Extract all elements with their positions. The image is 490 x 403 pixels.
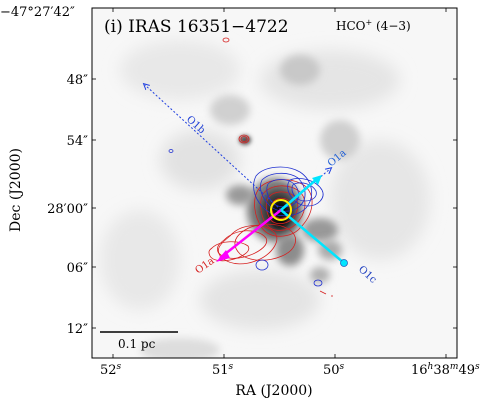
ra-seconds: 49: [458, 363, 475, 378]
x-tick-52: 52s: [100, 362, 122, 378]
cyan-end-marker: [340, 259, 348, 267]
x-tick-50-unit: s: [340, 362, 345, 372]
x-tick-164849: 16h38m49s: [411, 362, 480, 378]
cyan-upper-arrow: [280, 177, 319, 211]
y-tick-48: 48″: [67, 73, 89, 88]
tracer-transition: (4−3): [372, 19, 411, 33]
tracer-sup: +: [365, 18, 372, 27]
x-tick-51: 51s: [212, 362, 234, 378]
source-marker: [270, 199, 292, 221]
ra-m: m: [450, 362, 459, 372]
cyan-arrowhead: [312, 175, 322, 185]
outflow-o1a-red-arrow: [219, 209, 282, 259]
x-tick-51-unit: s: [229, 362, 234, 372]
x-tick-51-val: 51: [212, 363, 229, 378]
tracer-name: HCO: [336, 19, 366, 33]
y-tick-2800: 28′00″: [47, 202, 88, 217]
greyscale-emission: [92, 8, 457, 358]
x-axis-label: RA (J2000): [235, 383, 312, 399]
scale-bar-label: 0.1 pc: [118, 337, 156, 351]
y-tick-06: 06″: [67, 261, 89, 276]
ra-h: h: [428, 362, 434, 372]
ra-s: s: [475, 362, 480, 372]
outflow-arrows: [145, 85, 348, 267]
blue-contours: [168, 149, 324, 287]
outflow-o1c-arrow: [280, 209, 345, 264]
y-tick-12: 12″: [67, 322, 89, 337]
x-tick-50: 50s: [323, 362, 345, 378]
y-tick-54: 54″: [67, 134, 89, 149]
magenta-arrowhead: [216, 250, 230, 262]
y-axis-label: Dec (J2000): [8, 148, 24, 232]
outflow-o1a-blue-arrow: [280, 169, 330, 211]
dec-top-label: −47°27′42″: [0, 5, 75, 20]
tick-marks: [92, 8, 457, 358]
x-tick-52-val: 52: [100, 363, 117, 378]
panel-title: (i) IRAS 16351−4722: [104, 17, 289, 37]
x-tick-50-val: 50: [323, 363, 340, 378]
ra-minutes: 38: [433, 363, 450, 378]
ra-hours: 16: [411, 363, 428, 378]
outflow-o1b-arrow: [145, 85, 282, 211]
plot-frame: [91, 7, 458, 359]
tracer-label: HCO+ (4−3): [336, 18, 411, 33]
x-tick-52-unit: s: [117, 362, 122, 372]
